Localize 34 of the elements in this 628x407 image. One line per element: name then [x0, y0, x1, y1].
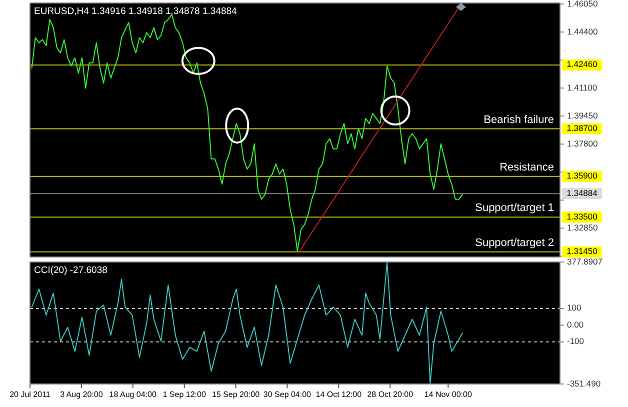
line-series	[31, 262, 463, 384]
ref-line-label: 1.35900	[566, 170, 598, 181]
ref-line-label: 1.42460	[566, 59, 598, 70]
ref-line-label: 1.38700	[566, 123, 598, 134]
x-tick-label: 3 Aug 20:00	[60, 390, 104, 399]
ref-line-label: 1.31450	[566, 246, 598, 256]
x-tick-label: 20 Jul 2011	[10, 390, 51, 399]
ref-line-label: 1.33500	[566, 211, 598, 222]
x-tick-label: 18 Aug 04:00	[109, 390, 158, 399]
y-tick-label: 377.8907	[567, 256, 603, 266]
annotation: Support/target 1	[475, 202, 554, 214]
y-tick-label: 1.44400	[567, 26, 598, 36]
y-tick-label: 0.00	[567, 319, 584, 330]
chart-title: EURUSD,H4 1.34916 1.34918 1.34878 1.34884	[34, 6, 237, 17]
annotation: Resistance	[500, 161, 554, 174]
annotation: Bearish failure	[484, 114, 554, 126]
line-series	[31, 14, 463, 252]
x-tick-label: 28 Oct 20:00	[367, 390, 414, 399]
y-tick-label: 1.37800	[567, 138, 598, 148]
x-tick-label: 30 Sep 04:00	[263, 390, 312, 399]
annotation: Support/target 2	[475, 236, 554, 249]
x-tick-label: 14 Nov 00:00	[424, 390, 472, 399]
ref-line-label: 1.34884	[566, 188, 598, 198]
x-tick-label: 1 Sep 12:00	[162, 390, 206, 399]
y-tick-label: -100	[567, 336, 584, 346]
x-tick-label: 15 Sep 20:00	[212, 390, 260, 399]
y-tick-label: 1.39450	[567, 110, 598, 120]
y-tick-label: -351.490	[567, 378, 601, 388]
y-tick-label: 1.46050	[567, 0, 598, 8]
y-tick-label: 1.41100	[567, 82, 598, 92]
y-tick-label: 100	[567, 302, 582, 313]
y-tick-label: 1.32850	[567, 222, 598, 232]
chart-title: CCI(20) -27.6038	[34, 265, 108, 276]
x-tick-label: 14 Oct 12:00	[316, 390, 362, 399]
